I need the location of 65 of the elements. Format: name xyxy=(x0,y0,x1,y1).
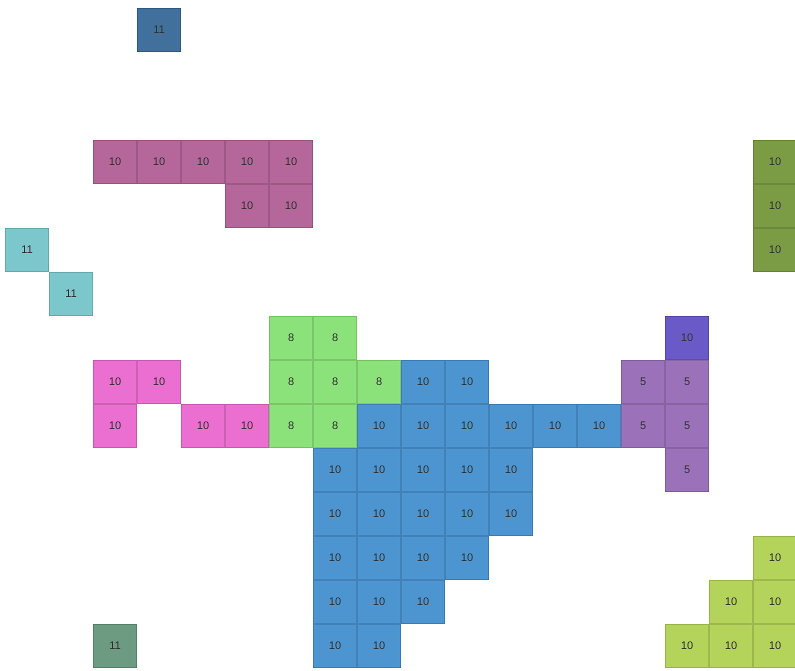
data-label: 10 xyxy=(460,420,474,432)
data-label: 10 xyxy=(240,156,254,168)
data-label: 10 xyxy=(152,376,166,388)
data-label: 8 xyxy=(332,332,338,344)
data-label: 10 xyxy=(460,508,474,520)
data-label: 10 xyxy=(284,200,298,212)
data-label: 10 xyxy=(372,420,386,432)
data-label: 10 xyxy=(416,420,430,432)
data-label: 10 xyxy=(460,376,474,388)
data-label: 8 xyxy=(288,332,294,344)
data-label: 10 xyxy=(108,376,122,388)
data-label: 10 xyxy=(284,156,298,168)
data-label: 5 xyxy=(640,376,646,388)
data-label: 10 xyxy=(460,552,474,564)
data-label: 10 xyxy=(372,640,386,652)
data-label: 10 xyxy=(504,508,518,520)
data-label: 10 xyxy=(328,596,342,608)
data-label: 11 xyxy=(21,244,33,256)
data-label: 10 xyxy=(724,640,738,652)
data-label: 10 xyxy=(416,464,430,476)
data-label: 10 xyxy=(108,156,122,168)
data-label: 10 xyxy=(768,552,782,564)
data-label: 10 xyxy=(724,596,738,608)
data-label: 10 xyxy=(372,508,386,520)
data-label: 10 xyxy=(328,552,342,564)
data-label: 10 xyxy=(416,508,430,520)
data-label: 10 xyxy=(768,640,782,652)
data-label: 10 xyxy=(372,552,386,564)
data-label: 10 xyxy=(768,596,782,608)
data-label: 10 xyxy=(680,640,694,652)
data-label: 10 xyxy=(240,200,254,212)
data-label: 10 xyxy=(196,420,210,432)
data-label: 11 xyxy=(153,24,165,36)
data-label: 10 xyxy=(504,464,518,476)
data-label: 10 xyxy=(416,376,430,388)
data-label: 10 xyxy=(152,156,166,168)
data-label: 10 xyxy=(416,596,430,608)
data-label: 10 xyxy=(548,420,562,432)
data-label: 10 xyxy=(768,200,782,212)
data-label: 10 xyxy=(328,464,342,476)
data-label: 10 xyxy=(504,420,518,432)
data-label: 11 xyxy=(65,288,77,300)
data-label: 5 xyxy=(640,420,646,432)
data-label: 10 xyxy=(460,464,474,476)
data-label: 10 xyxy=(240,420,254,432)
data-label: 10 xyxy=(416,552,430,564)
data-label: 10 xyxy=(196,156,210,168)
data-label: 10 xyxy=(108,420,122,432)
data-label: 11 xyxy=(109,640,121,652)
data-label: 10 xyxy=(680,332,694,344)
data-label: 10 xyxy=(592,420,606,432)
data-label: 8 xyxy=(288,420,294,432)
data-label: 8 xyxy=(332,376,338,388)
data-label: 8 xyxy=(376,376,382,388)
data-label: 5 xyxy=(684,420,690,432)
data-label: 10 xyxy=(768,244,782,256)
data-label: 10 xyxy=(768,156,782,168)
data-label: 10 xyxy=(372,596,386,608)
data-label: 8 xyxy=(288,376,294,388)
data-label: 5 xyxy=(684,376,690,388)
data-label: 10 xyxy=(372,464,386,476)
data-label: 5 xyxy=(684,464,690,476)
data-label: 10 xyxy=(328,508,342,520)
data-label: 8 xyxy=(332,420,338,432)
data-label: 10 xyxy=(328,640,342,652)
